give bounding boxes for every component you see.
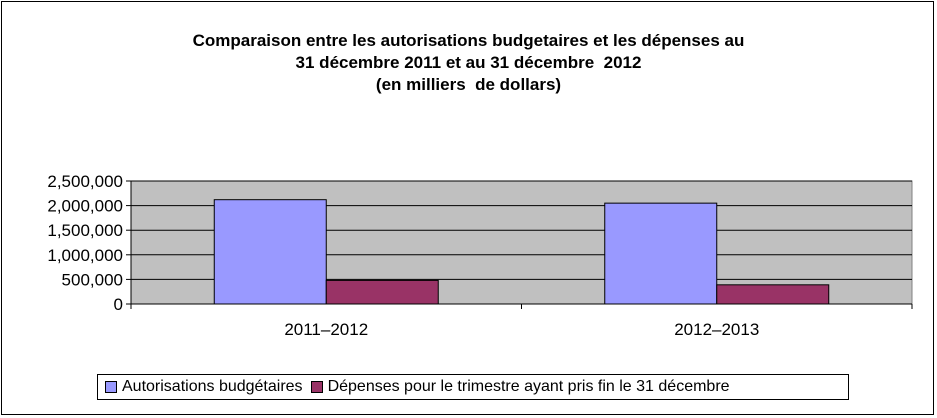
- chart-title-line-3: (en milliers de dollars): [375, 75, 562, 94]
- bar-depenses: [325, 279, 439, 305]
- y-tick-label: 1,000,000: [47, 246, 123, 265]
- chart-title: Comparaison entre les autorisations budg…: [2, 30, 935, 96]
- bar-depenses: [716, 284, 830, 305]
- y-tick-label: 2,000,000: [47, 197, 123, 216]
- chart-title-line-2: 31 décembre 2011 et au 31 décembre 2012: [295, 53, 642, 72]
- y-tick-label: 1,500,000: [47, 221, 123, 240]
- x-tick-label: 2011–2012: [284, 320, 368, 339]
- x-tick-label: 2012–2013: [674, 320, 759, 339]
- legend-label-autorisations: Autorisations budgétaires: [122, 378, 303, 395]
- legend-swatch-autorisations: [105, 381, 117, 393]
- y-tick-label: 0: [114, 295, 123, 314]
- legend-item-autorisations: Autorisations budgétaires: [105, 378, 303, 396]
- y-tick-label: 500,000: [62, 270, 123, 289]
- legend-swatch-depenses: [310, 381, 323, 393]
- y-tick-label: 2,500,000: [47, 172, 123, 191]
- bar-autorisations: [213, 199, 327, 305]
- chart-title-line-1: Comparaison entre les autorisations budg…: [192, 31, 745, 50]
- bar-autorisations: [604, 202, 718, 305]
- legend-label-depenses: Dépenses pour le trimestre ayant pris fi…: [327, 378, 730, 395]
- chart-legend: Autorisations budgétaires Dépenses pour …: [97, 374, 849, 400]
- legend-item-depenses: Dépenses pour le trimestre ayant pris fi…: [310, 378, 730, 396]
